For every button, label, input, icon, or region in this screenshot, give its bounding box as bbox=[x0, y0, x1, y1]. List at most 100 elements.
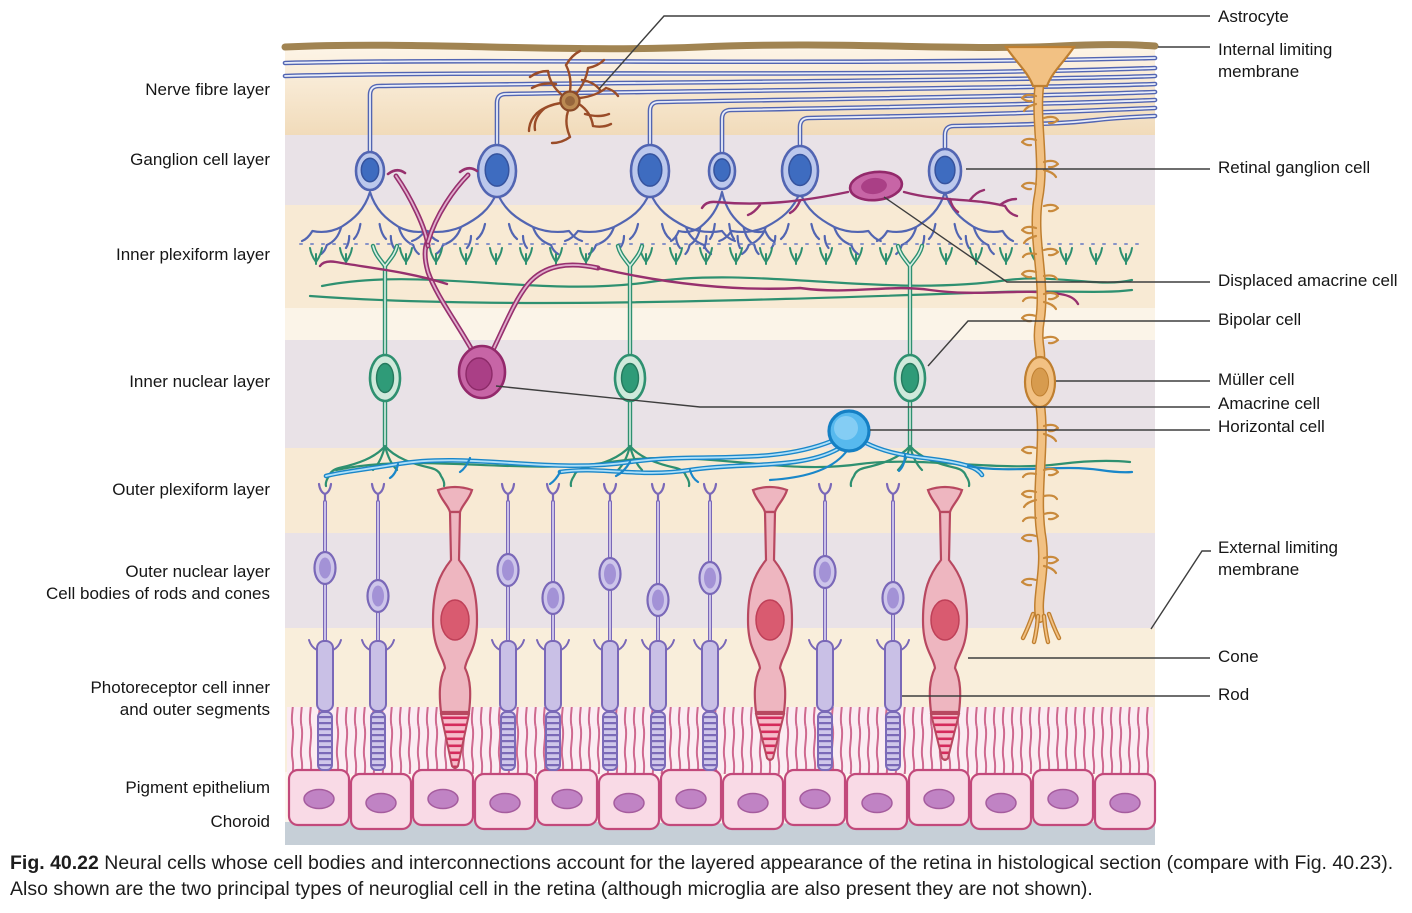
amacrine-cell-path bbox=[596, 266, 1080, 306]
muller-cell-path bbox=[1021, 296, 1038, 303]
ganglion-cell-nucleus bbox=[934, 155, 956, 185]
layer-label-nerve-fibre: Nerve fibre layer bbox=[145, 79, 270, 101]
astrocyte-nucleus bbox=[565, 96, 575, 106]
ganglion-cell-nucleus bbox=[713, 158, 731, 182]
cell-label-bipolar: Bipolar cell bbox=[1218, 309, 1301, 331]
label-text: Cell bodies of rods and cones bbox=[46, 584, 270, 603]
muller-cell-path bbox=[1043, 615, 1049, 643]
muller-cell-path bbox=[1042, 511, 1060, 521]
muller-cell-path bbox=[1042, 159, 1060, 169]
rod-inner-segment bbox=[369, 640, 387, 712]
muller-cell-path bbox=[1042, 300, 1058, 311]
label-text: Photoreceptor cell inner bbox=[90, 678, 270, 697]
muller-cell-path bbox=[1020, 269, 1038, 279]
retinal-ganglion-cells-path bbox=[875, 190, 1015, 256]
layer-band bbox=[285, 308, 1155, 340]
cone-nucleus bbox=[930, 599, 960, 641]
pigment-cell-nucleus bbox=[861, 792, 893, 814]
label-text: Inner plexiform layer bbox=[115, 245, 270, 264]
rod-inner-segment bbox=[544, 640, 562, 712]
label-text: Retinal ganglion cell bbox=[1218, 158, 1371, 177]
nerve-fibre-axons-path bbox=[799, 107, 1156, 151]
muller-endfoot bbox=[1003, 45, 1077, 88]
cell-label-internal-limiting-membrane: Internal limiting membrane bbox=[1218, 39, 1332, 83]
rod-nucleus bbox=[372, 585, 384, 607]
bipolar-cells-path bbox=[1119, 247, 1133, 265]
bipolar-cells-path bbox=[339, 247, 353, 265]
astrocyte bbox=[527, 49, 620, 145]
bipolar-cells-path bbox=[399, 247, 413, 265]
bipolar-cells-path bbox=[1089, 247, 1103, 265]
pigment-cell-nucleus bbox=[1047, 788, 1079, 810]
label-text: Cone bbox=[1218, 647, 1259, 666]
pigment-microvilli bbox=[287, 707, 1153, 774]
cone-outer-segment bbox=[929, 713, 961, 761]
cell-label-displaced-amacrine: Displaced amacrine cell bbox=[1218, 270, 1398, 292]
label-text: Outer nuclear layer bbox=[125, 562, 270, 581]
muller-cell-nucleus bbox=[1031, 367, 1049, 397]
pigment-cell-nucleus bbox=[551, 788, 583, 810]
muller-cell-path bbox=[1032, 76, 1047, 622]
displaced-amacrine-nucleus bbox=[861, 177, 887, 195]
amacrine-cell-nucleus bbox=[465, 357, 493, 391]
ganglion-cell-nucleus bbox=[360, 157, 380, 183]
rod-inner-segment bbox=[649, 640, 667, 712]
label-text: membrane bbox=[1218, 560, 1300, 579]
rod-outer-segment bbox=[702, 711, 718, 771]
rod-outer-segment bbox=[317, 711, 333, 771]
muller-cell bbox=[1003, 45, 1077, 645]
bipolar-cell-nucleus bbox=[375, 362, 395, 394]
pigment-cell-nucleus bbox=[737, 792, 769, 814]
rod-nucleus bbox=[652, 589, 664, 611]
muller-cell-path bbox=[1042, 247, 1060, 257]
label-line-displaced-amacrine bbox=[883, 196, 1210, 283]
pigment-cell-nucleus bbox=[799, 788, 831, 810]
amacrine-cell-path bbox=[318, 260, 449, 286]
rod-inner-segment bbox=[316, 640, 334, 712]
label-text: Internal limiting bbox=[1218, 40, 1333, 59]
pigment-cell-nucleus bbox=[923, 788, 955, 810]
horizontal-cell bbox=[323, 409, 1134, 486]
rod-outer-segment bbox=[602, 711, 618, 771]
label-text: Ganglion cell layer bbox=[130, 150, 270, 169]
layer-label-outer-plexiform: Outer plexiform layer bbox=[112, 479, 270, 501]
rod-nucleus bbox=[547, 587, 559, 609]
muller-cell-path bbox=[1022, 498, 1038, 509]
rod-cells-path bbox=[491, 639, 525, 651]
label-text: Pigment epithelium bbox=[125, 778, 270, 797]
pigment-cell-nucleus bbox=[613, 792, 645, 814]
layer-label-pigment-epithelium: Pigment epithelium bbox=[125, 777, 270, 799]
label-text: and outer segments bbox=[119, 700, 270, 719]
muller-cell-path bbox=[1020, 533, 1038, 543]
horizontal-cell-path bbox=[388, 450, 907, 486]
rod-outer-segment bbox=[500, 711, 516, 771]
muller-cell-path bbox=[1033, 615, 1039, 643]
bipolar-cells-path bbox=[617, 245, 643, 357]
muller-cell-path bbox=[1042, 203, 1060, 213]
layer-label-inner-nuclear: Inner nuclear layer bbox=[129, 371, 270, 393]
astrocyte-path bbox=[527, 49, 620, 145]
rod-nucleus bbox=[819, 561, 831, 583]
displaced-amacrine-cell-path bbox=[902, 188, 1019, 218]
muller-cell-path bbox=[1020, 137, 1038, 147]
amacrine-cell-path bbox=[386, 166, 479, 176]
label-text: Astrocyte bbox=[1218, 7, 1289, 26]
bipolar-cells-path bbox=[489, 247, 503, 265]
ganglion-cell-nucleus bbox=[637, 153, 663, 187]
bipolar-cells-path bbox=[429, 247, 443, 265]
muller-cell-path bbox=[1021, 472, 1038, 479]
pigment-cell-nucleus bbox=[365, 792, 397, 814]
bipolar-cells-path bbox=[939, 247, 953, 265]
horizontal-cell-path bbox=[865, 442, 983, 476]
muller-cell-path bbox=[1042, 432, 1058, 443]
layer-band bbox=[285, 340, 1155, 448]
layer-label-outer-nuclear: Outer nuclear layer Cell bodies of rods … bbox=[46, 561, 270, 605]
amacrine-cell-path bbox=[424, 239, 473, 351]
bipolar-cells-path bbox=[849, 247, 863, 265]
cone-cells bbox=[431, 485, 969, 769]
rod-inner-segment bbox=[701, 640, 719, 712]
muller-cell-path bbox=[1042, 555, 1060, 565]
bipolar-cells-path bbox=[324, 444, 446, 488]
bipolar-cells-path bbox=[309, 247, 323, 265]
